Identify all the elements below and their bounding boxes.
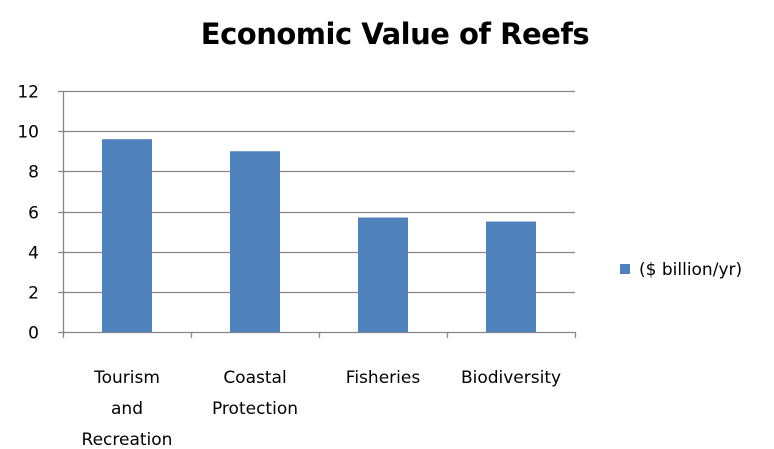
y-tick-label: 6 bbox=[28, 204, 39, 224]
x-category-label: Tourism bbox=[93, 368, 160, 388]
y-tick-label: 12 bbox=[17, 83, 39, 103]
y-tick-label: 10 bbox=[17, 123, 39, 143]
y-tick-label: 2 bbox=[28, 284, 39, 304]
y-tick-label: 4 bbox=[28, 244, 39, 264]
x-category-label: Fisheries bbox=[346, 368, 421, 388]
bar bbox=[358, 217, 408, 332]
x-category-label: Protection bbox=[212, 399, 298, 419]
y-tick-label: 8 bbox=[28, 163, 39, 183]
x-category-label: Biodiversity bbox=[461, 368, 561, 388]
axes bbox=[58, 90, 577, 338]
bar bbox=[102, 139, 152, 332]
legend: ($ billion/yr) bbox=[620, 260, 742, 280]
x-category-label: and bbox=[111, 399, 143, 419]
bar bbox=[486, 221, 536, 332]
legend-swatch bbox=[620, 264, 630, 274]
bars bbox=[102, 139, 536, 332]
x-category-labels: Tourism and Recreation Coastal Protection Fis… bbox=[82, 368, 562, 449]
legend-label: ($ billion/yr) bbox=[639, 260, 742, 280]
bar bbox=[230, 151, 280, 332]
chart-title: Economic Value of Reefs bbox=[201, 17, 589, 51]
y-tick-label: 0 bbox=[28, 324, 39, 344]
x-category-label: Recreation bbox=[82, 430, 173, 449]
x-category-label: Coastal bbox=[223, 368, 286, 388]
y-tick-labels: 0 2 4 6 8 10 12 bbox=[17, 83, 39, 344]
